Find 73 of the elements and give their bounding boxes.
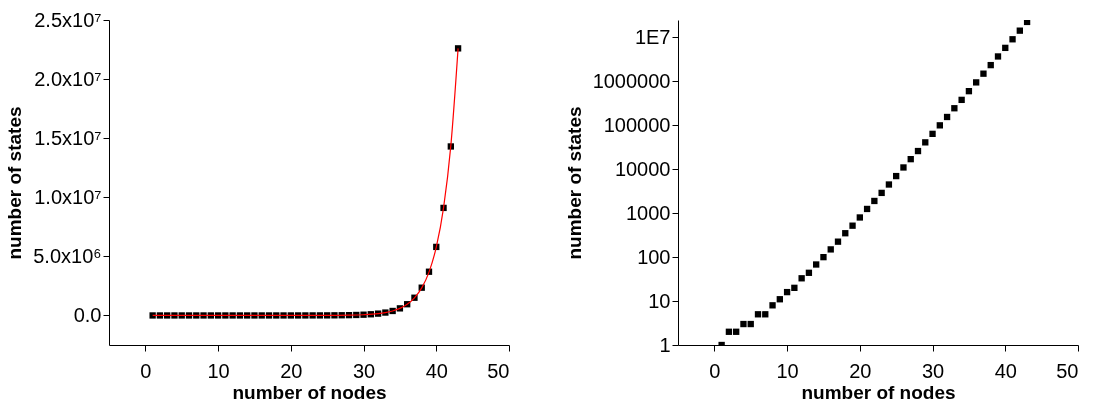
point [929, 130, 936, 138]
point [762, 311, 769, 318]
point [900, 164, 907, 171]
point [878, 189, 885, 197]
x-tick-label: 50 [1056, 359, 1079, 382]
point [856, 214, 863, 221]
point [863, 205, 871, 213]
point [834, 238, 842, 245]
point [980, 70, 987, 77]
y-tick-label: 1.0x10⁷ [34, 185, 102, 208]
y-tick-label: 100 [637, 245, 671, 268]
point [733, 328, 740, 335]
x-tick-label: 0 [709, 359, 721, 382]
point [725, 328, 733, 335]
x-tick-label: 40 [994, 359, 1017, 382]
y-axis-title: number of states [563, 106, 585, 260]
y-tick-label: 10000 [614, 157, 671, 180]
point [1016, 27, 1023, 34]
point [827, 246, 834, 253]
point [987, 61, 994, 69]
x-tick-label: 10 [776, 359, 799, 382]
y-tick-label: 1E7 [634, 25, 671, 48]
y-tick-label: 10 [648, 289, 671, 312]
point [776, 296, 783, 303]
x-tick-label: 30 [352, 359, 376, 382]
point [965, 88, 973, 95]
y-tick-label: 0.0 [73, 303, 102, 326]
y-tick-label: 1000000 [592, 69, 671, 92]
point [842, 230, 849, 237]
point [914, 147, 922, 155]
point [1009, 36, 1016, 43]
point [893, 172, 900, 180]
x-tick-label: 30 [921, 359, 945, 382]
x-tick-label: 10 [207, 359, 230, 382]
point [871, 197, 878, 205]
x-tick-label: 50 [487, 359, 510, 382]
point [1002, 44, 1009, 52]
y-axis-title: number of states [4, 106, 26, 260]
point [813, 261, 820, 268]
y-tick-label: 100000 [603, 113, 671, 136]
point [849, 222, 856, 229]
y-tick-label: 5.0x10⁶ [33, 244, 102, 267]
point [951, 105, 958, 112]
x-tick-label: 0 [140, 359, 152, 382]
point [943, 113, 951, 121]
y-tick-label: 1000 [626, 201, 671, 224]
x-tick-label: 20 [849, 359, 872, 382]
point [791, 284, 798, 292]
x-tick-label: 20 [280, 359, 303, 382]
y-tick-label: 2.0x10⁷ [34, 67, 102, 90]
point [149, 312, 156, 319]
point [805, 269, 813, 276]
y-tick-label: 2.5x10⁷ [34, 8, 102, 31]
point [885, 181, 893, 188]
point [922, 139, 929, 146]
x-axis-title: number of nodes [801, 381, 956, 403]
point [783, 288, 791, 296]
y-tick-label: 1.5x10⁷ [34, 126, 102, 149]
point [820, 253, 827, 261]
y-tick-label: 1 [659, 333, 671, 356]
point [994, 53, 1002, 60]
point [958, 96, 965, 104]
x-tick-label: 40 [425, 359, 448, 382]
point [740, 320, 747, 328]
point [769, 302, 776, 309]
point [754, 311, 762, 318]
x-axis-title: number of nodes [232, 381, 387, 403]
point [747, 320, 754, 328]
point [973, 79, 980, 86]
point [936, 122, 943, 129]
point [798, 275, 805, 282]
point [1023, 20, 1031, 26]
point [907, 155, 914, 163]
